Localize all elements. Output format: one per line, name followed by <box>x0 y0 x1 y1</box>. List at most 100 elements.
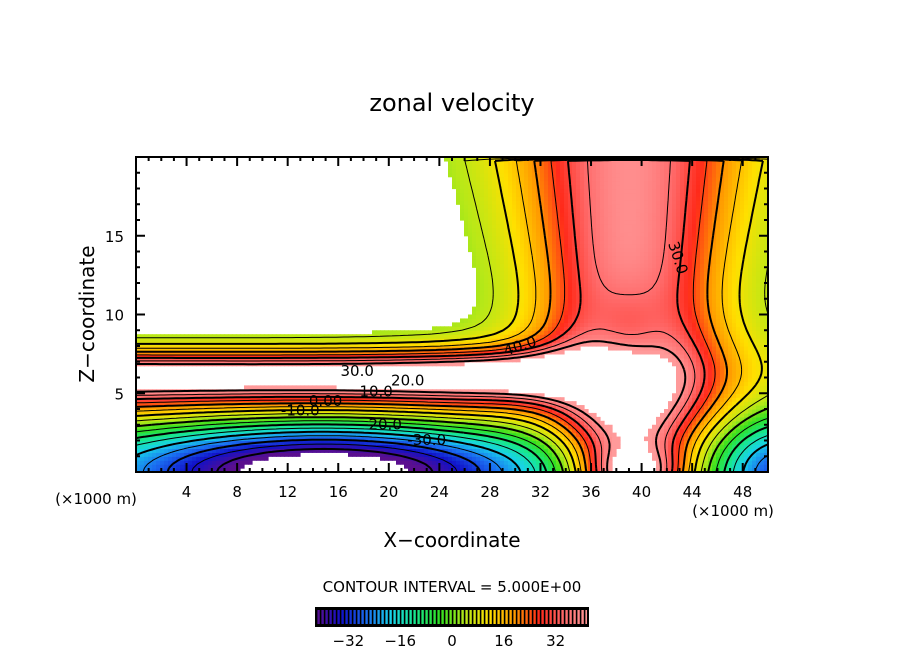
field-cell <box>732 302 737 308</box>
field-cell <box>520 420 525 426</box>
field-cell <box>164 338 169 343</box>
field-cell <box>752 432 757 438</box>
field-cell <box>396 444 401 449</box>
field-cell <box>732 468 737 472</box>
field-cell <box>644 349 649 355</box>
field-cell <box>228 436 233 442</box>
field-cell <box>472 322 477 327</box>
field-cell <box>428 357 433 363</box>
field-cell <box>444 342 449 347</box>
field-cell <box>764 389 768 394</box>
field-cell <box>360 424 365 430</box>
field-cell <box>352 424 357 430</box>
field-cell <box>716 361 721 367</box>
field-cell <box>172 428 177 434</box>
field-cell <box>192 409 197 414</box>
field-cell <box>760 334 765 339</box>
field-cell <box>680 424 685 430</box>
field-cell <box>488 294 493 300</box>
field-cell <box>500 456 505 461</box>
field-cell <box>184 456 189 461</box>
field-cell <box>632 302 637 308</box>
field-cell <box>572 294 577 300</box>
field-cell <box>168 416 173 422</box>
field-cell <box>636 346 641 351</box>
field-cell <box>324 424 329 430</box>
field-cell <box>200 338 205 343</box>
field-cell <box>700 334 705 339</box>
field-cell <box>192 448 197 453</box>
field-cell <box>572 290 577 296</box>
field-cell <box>400 448 405 453</box>
field-cell <box>452 334 457 339</box>
field-cell <box>732 409 737 414</box>
field-cell <box>660 464 665 469</box>
field-cell <box>272 412 277 418</box>
field-cell <box>468 424 473 430</box>
field-cell <box>740 456 745 461</box>
field-cell <box>256 436 261 442</box>
field-cell <box>648 306 653 312</box>
field-cell <box>580 334 585 339</box>
field-cell <box>468 444 473 449</box>
field-cell <box>284 389 289 394</box>
field-cell <box>212 420 217 426</box>
field-cell <box>636 330 641 335</box>
field-cell <box>732 452 737 457</box>
field-cell <box>752 361 757 367</box>
field-cell <box>360 346 365 351</box>
field-cell <box>468 452 473 457</box>
field-cell <box>224 405 229 410</box>
field-cell <box>448 468 453 472</box>
field-cell <box>268 432 273 438</box>
field-cell <box>500 306 505 312</box>
field-cell <box>740 346 745 351</box>
field-cell <box>744 314 749 320</box>
field-cell <box>732 432 737 438</box>
field-cell <box>688 440 693 446</box>
field-cell <box>564 306 569 312</box>
field-cell <box>332 424 337 430</box>
field-cell <box>444 405 449 410</box>
field-cell <box>320 412 325 418</box>
field-cell <box>656 314 661 320</box>
field-cell <box>444 412 449 418</box>
field-cell <box>512 294 517 300</box>
field-cell <box>216 452 221 457</box>
field-cell <box>468 448 473 453</box>
field-cell <box>732 428 737 434</box>
field-cell <box>688 290 693 296</box>
field-cell <box>356 424 361 430</box>
field-cell <box>500 290 505 296</box>
field-cell <box>348 353 353 359</box>
field-cell <box>748 385 753 390</box>
field-cell <box>172 353 177 359</box>
field-cell <box>756 385 761 390</box>
field-cell <box>136 468 141 472</box>
field-cell <box>692 389 697 394</box>
field-cell <box>520 440 525 446</box>
field-cell <box>684 428 689 434</box>
field-cell <box>444 444 449 449</box>
field-cell <box>744 409 749 414</box>
field-cell <box>176 460 181 465</box>
field-cell <box>760 298 765 304</box>
field-cell <box>552 460 557 465</box>
field-cell <box>736 405 741 410</box>
field-cell <box>492 409 497 414</box>
field-cell <box>240 389 245 394</box>
field-cell <box>748 452 753 457</box>
field-cell <box>476 338 481 343</box>
field-cell <box>700 353 705 359</box>
field-cell <box>760 436 765 442</box>
field-cell <box>436 409 441 414</box>
field-cell <box>676 334 681 339</box>
field-cell <box>152 440 157 446</box>
field-cell <box>480 342 485 347</box>
field-cell <box>572 444 577 449</box>
field-cell <box>520 342 525 347</box>
field-cell <box>728 357 733 363</box>
field-cell <box>500 322 505 327</box>
field-cell <box>408 342 413 347</box>
field-cell <box>320 444 325 449</box>
